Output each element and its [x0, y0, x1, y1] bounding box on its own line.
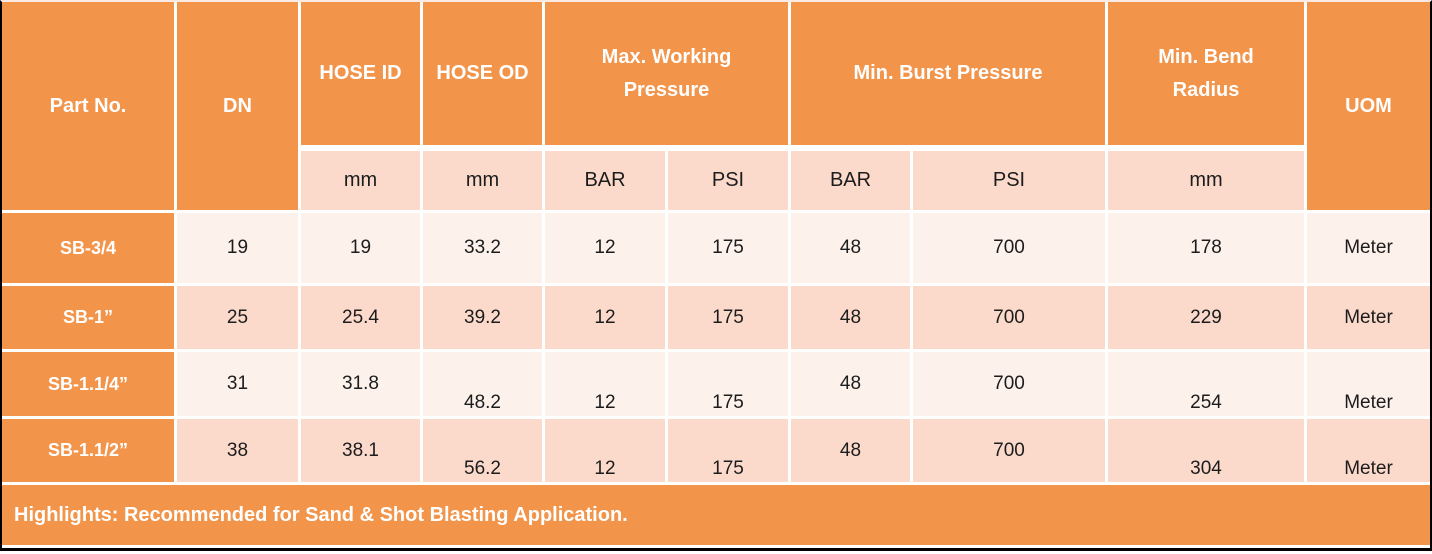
mwp-psi-cell: 175	[668, 419, 788, 482]
mwp-bar-cell: 12	[545, 419, 665, 482]
mbp-psi-cell: 700	[913, 213, 1105, 283]
unit-cell-bend-mm: mm	[1108, 151, 1304, 210]
uom-cell: Meter	[1307, 352, 1430, 416]
mwp-psi-cell: 175	[668, 352, 788, 416]
dn-cell: 38	[177, 419, 298, 482]
part-no-cell: SB-1.1/2”	[2, 419, 174, 482]
hose-od-cell: 39.2	[423, 286, 542, 349]
mwp-bar-cell: 12	[545, 286, 665, 349]
unit-cell-hose-od-mm: mm	[423, 151, 542, 210]
hose-od-cell: 33.2	[423, 213, 542, 283]
mwp-psi-cell: 175	[668, 213, 788, 283]
dn-cell: 19	[177, 213, 298, 283]
dn-cell: 31	[177, 352, 298, 416]
hose-id-cell: 25.4	[301, 286, 420, 349]
header-cell-dn: DN	[177, 2, 298, 210]
mbp-bar-cell: 48	[791, 419, 910, 482]
part-no-cell: SB-3/4	[2, 213, 174, 283]
hose-od-cell: 56.2	[423, 419, 542, 482]
hose-id-cell: 19	[301, 213, 420, 283]
mwp-bar-cell: 12	[545, 352, 665, 416]
mbp-bar-cell: 48	[791, 213, 910, 283]
header-cell-uom: UOM	[1307, 2, 1430, 210]
mbp-bar-cell: 48	[791, 352, 910, 416]
uom-cell: Meter	[1307, 419, 1430, 482]
footer-highlights: Highlights: Recommended for Sand & Shot …	[2, 485, 1430, 545]
hose-od-cell: 48.2	[423, 352, 542, 416]
unit-cell-mbp-bar: BAR	[791, 151, 910, 210]
mbp-psi-cell: 700	[913, 352, 1105, 416]
part-no-cell: SB-1.1/4”	[2, 352, 174, 416]
dn-cell: 25	[177, 286, 298, 349]
mbp-psi-cell: 700	[913, 286, 1105, 349]
header-cell-hose-od: HOSE OD	[423, 2, 542, 145]
hose-id-cell: 31.8	[301, 352, 420, 416]
mbp-psi-cell: 700	[913, 419, 1105, 482]
mwp-psi-cell: 175	[668, 286, 788, 349]
header-cell-hose-id: HOSE ID	[301, 2, 420, 145]
unit-cell-mwp-psi: PSI	[668, 151, 788, 210]
uom-cell: Meter	[1307, 213, 1430, 283]
unit-cell-mbp-psi: PSI	[913, 151, 1105, 210]
header-cell-min-bend-radius: Min. Bend Radius	[1108, 2, 1304, 145]
bend-radius-cell: 178	[1108, 213, 1304, 283]
bend-radius-cell: 304	[1108, 419, 1304, 482]
header-cell-min-burst-pressure: Min. Burst Pressure	[791, 2, 1105, 145]
mwp-bar-cell: 12	[545, 213, 665, 283]
header-cell-max-working-pressure: Max. Working Pressure	[545, 2, 788, 145]
uom-cell: Meter	[1307, 286, 1430, 349]
part-no-cell: SB-1”	[2, 286, 174, 349]
unit-cell-mwp-bar: BAR	[545, 151, 665, 210]
mbp-bar-cell: 48	[791, 286, 910, 349]
hose-id-cell: 38.1	[301, 419, 420, 482]
bend-radius-cell: 254	[1108, 352, 1304, 416]
header-cell-part-no: Part No.	[2, 2, 174, 210]
bend-radius-cell: 229	[1108, 286, 1304, 349]
unit-cell-hose-id-mm: mm	[301, 151, 420, 210]
